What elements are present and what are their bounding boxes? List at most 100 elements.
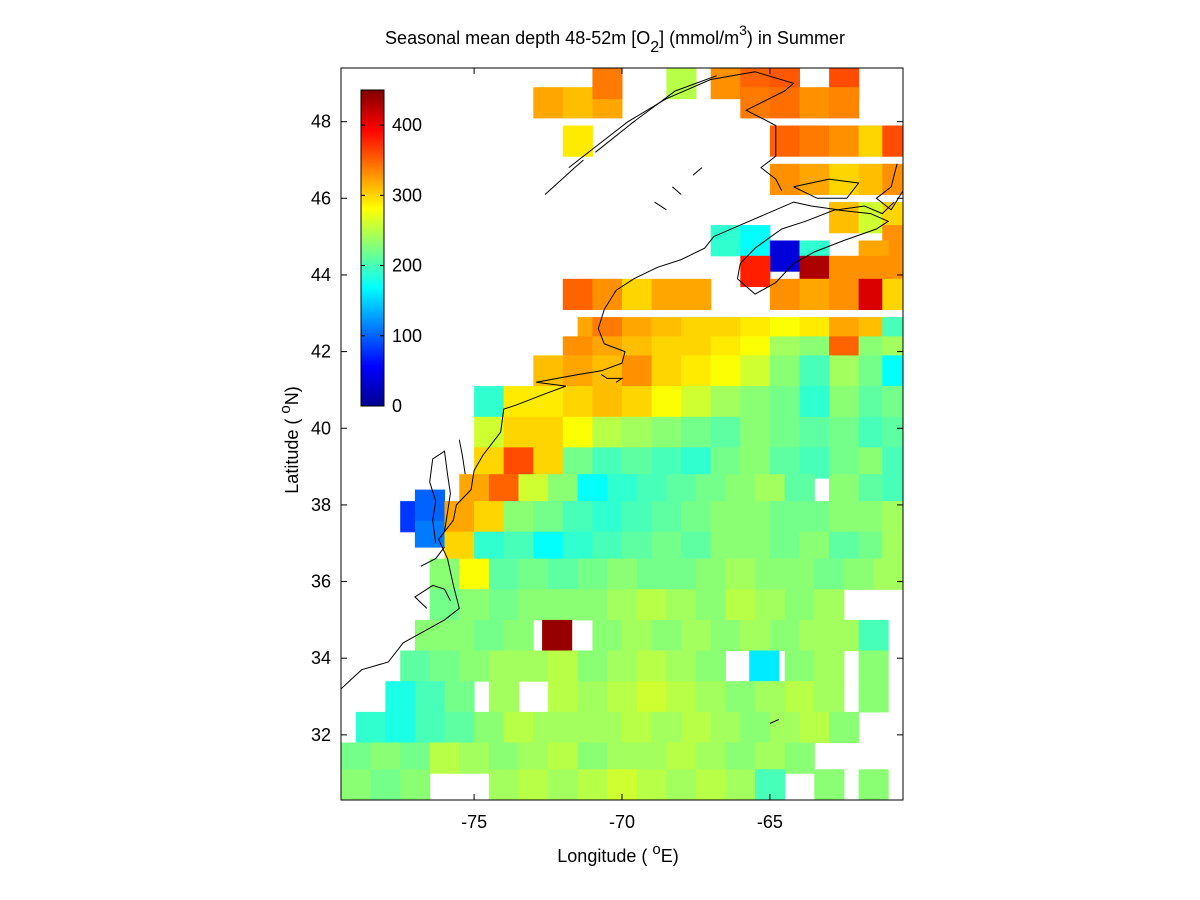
- heatmap-cell: [681, 416, 712, 448]
- heatmap-cell: [548, 769, 579, 800]
- heatmap-cell: [651, 355, 682, 387]
- heatmap-cell: [592, 416, 623, 448]
- heatmap-cell: [829, 501, 860, 533]
- heatmap-cell: [607, 650, 638, 682]
- heatmap-cell: [769, 416, 800, 448]
- heatmap-cell: [518, 769, 549, 800]
- heatmap-cell: [548, 742, 579, 774]
- heatmap-cell: [725, 474, 756, 506]
- heatmap-cell: [740, 501, 771, 533]
- heatmap-cell: [769, 386, 800, 418]
- x-tick-label: -70: [609, 812, 635, 832]
- heatmap-cell: [710, 386, 741, 418]
- heatmap-cell: [444, 681, 475, 713]
- heatmap-cell: [636, 742, 667, 774]
- colorbar: 0 100 200 300 400: [360, 89, 422, 416]
- y-tick-label: 32: [311, 725, 331, 745]
- heatmap-cell: [503, 531, 534, 563]
- coastline-segment: [793, 178, 860, 199]
- heatmap-cell: [414, 711, 445, 744]
- colorbar-tick-label: 100: [392, 326, 422, 346]
- heatmap-cell: [429, 589, 460, 621]
- heatmap-cell: [651, 278, 682, 310]
- heatmap-cell: [882, 278, 903, 310]
- heatmap-cell: [882, 355, 903, 387]
- heatmap-cell: [666, 558, 697, 590]
- heatmap-cell: [355, 711, 386, 744]
- heatmap-cell: [562, 501, 593, 533]
- heatmap-cell: [533, 447, 564, 479]
- heatmap-cell: [488, 681, 519, 713]
- heatmap-cell: [755, 558, 786, 590]
- y-tick-label: 34: [311, 648, 331, 668]
- heatmap-cell: [577, 742, 608, 774]
- heatmap-cell: [622, 355, 653, 387]
- heatmap-cell: [562, 416, 593, 448]
- heatmap-cell: [651, 531, 682, 563]
- heatmap-cell: [400, 742, 431, 774]
- heatmap-cell: [710, 416, 741, 448]
- heatmap-cell: [503, 619, 534, 652]
- heatmap-cell: [592, 619, 623, 652]
- heatmap-cell: [577, 558, 608, 590]
- coastline: [341, 71, 903, 724]
- heatmap-cell: [651, 501, 682, 533]
- heatmap-cell: [829, 531, 860, 563]
- heatmap-cell: [341, 769, 372, 800]
- heatmap-cell: [562, 531, 593, 563]
- coastline-segment: [458, 439, 466, 475]
- heatmap-cell: [784, 558, 815, 590]
- heatmap-cell: [755, 742, 786, 774]
- heatmap-cell: [784, 650, 815, 682]
- heatmap-cell: [784, 589, 815, 621]
- heatmap-cells: [341, 68, 903, 800]
- colorbar-tick-label: 0: [392, 396, 402, 416]
- heatmap-cell: [562, 447, 593, 479]
- heatmap-cell: [488, 769, 519, 800]
- heatmap-cell: [740, 87, 771, 119]
- heatmap-cell: [710, 619, 741, 652]
- coastline-segment: [769, 719, 780, 724]
- heatmap-cell: [858, 681, 889, 713]
- heatmap-cell: [562, 386, 593, 418]
- heatmap-cell: [740, 416, 771, 448]
- y-tick-label: 38: [311, 495, 331, 515]
- coastline-segment: [429, 450, 451, 544]
- heatmap-cell: [681, 355, 712, 387]
- heatmap-cell: [503, 711, 534, 744]
- heatmap-cell: [548, 474, 579, 506]
- heatmap-cell: [725, 589, 756, 621]
- heatmap-cell: [882, 501, 903, 533]
- heatmap-cell: [474, 386, 505, 418]
- heatmap-cell: [562, 711, 593, 744]
- heatmap-cell: [548, 681, 579, 713]
- heatmap-cell: [829, 619, 860, 652]
- heatmap-cell: [414, 619, 445, 652]
- heatmap-cell: [592, 711, 623, 744]
- plot-area: [340, 67, 904, 801]
- heatmap-cell: [829, 447, 860, 479]
- chart-title: Seasonal mean depth 48-52m [O2] (mmol/m3…: [385, 22, 845, 56]
- heatmap-cell: [799, 416, 830, 448]
- heatmap-cell: [799, 87, 830, 119]
- heatmap-cell: [592, 447, 623, 479]
- heatmap-cell: [666, 742, 697, 774]
- heatmap-cell: [882, 125, 903, 157]
- heatmap-cell: [740, 531, 771, 563]
- heatmap-cell: [829, 416, 860, 448]
- heatmap-cell: [858, 650, 889, 682]
- heatmap-cell: [725, 769, 756, 800]
- heatmap-cell: [518, 589, 549, 621]
- heatmap-cell: [814, 558, 845, 590]
- heatmap-cell: [548, 589, 579, 621]
- heatmap-cell: [651, 416, 682, 448]
- heatmap-cell: [814, 769, 845, 800]
- heatmap-cell: [882, 416, 903, 448]
- heatmap-cell: [710, 355, 741, 387]
- heatmap-cell: [799, 619, 830, 652]
- heatmap-cell: [769, 501, 800, 533]
- heatmap-cell: [681, 531, 712, 563]
- heatmap-cell: [873, 558, 903, 590]
- heatmap-cell: [769, 355, 800, 387]
- heatmap-cell: [577, 589, 608, 621]
